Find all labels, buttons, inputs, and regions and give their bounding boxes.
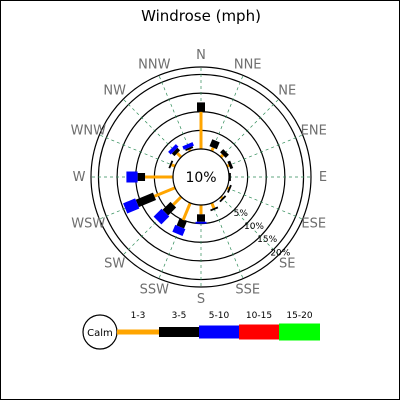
bar-wsw-3-5: [135, 192, 157, 208]
bar-ssw-1-3: [181, 202, 192, 221]
legend-label-5-10: 5-10: [209, 311, 230, 321]
bar-sse-1-3: [210, 202, 216, 209]
bar-sse-3-5: [210, 206, 219, 212]
grid-spoke-se: [220, 196, 280, 256]
direction-label-w: W: [73, 170, 86, 185]
outer-ring: [90, 66, 312, 288]
legend-label-15-20: 15-20: [286, 311, 312, 321]
bar-ssw-5-10: [172, 224, 186, 236]
bar-wsw-1-3: [153, 186, 176, 198]
chart-title: Windrose (mph): [141, 7, 261, 25]
direction-label-wsw: WSW: [71, 217, 105, 232]
bar-ne-3-5: [220, 149, 229, 158]
direction-label-nne: NNE: [234, 57, 262, 72]
bar-wnw-3-5: [168, 160, 174, 169]
bar-wsw-5-10: [123, 198, 140, 214]
direction-label-se: SE: [279, 256, 295, 271]
legend-bar-15-20: [279, 323, 320, 341]
direction-label-nnw: NNW: [138, 57, 170, 72]
grid-spoke-nnw: [158, 75, 191, 152]
ring-label-3: 15%: [257, 235, 277, 245]
legend-label-10-15: 10-15: [246, 311, 272, 321]
legend-bar-1-3: [117, 329, 159, 335]
grid-spoke-ne: [220, 98, 280, 158]
bar-ene-3-5: [227, 160, 234, 170]
center-circle: [172, 148, 230, 206]
direction-labels: N NNE NE ENE E ESE SE SSE S SSW SW WSW W WNW NW NNW: [71, 48, 328, 307]
legend-bar-3-5: [159, 327, 199, 337]
legend: Calm 1-3 3-5 5-10 10-15 15-20: [82, 311, 320, 350]
bar-ese-3-5: [227, 184, 232, 193]
direction-label-wnw: WNW: [71, 123, 107, 138]
ring-label-1: 5%: [234, 209, 249, 219]
ring-label-2: 10%: [244, 222, 264, 232]
legend-bar-10-15: [239, 324, 279, 340]
bar-nne-1-3: [210, 147, 215, 152]
grid-spoke-nw: [122, 98, 182, 158]
bar-ssw-3-5: [176, 218, 187, 229]
bar-nw-3-5: [171, 147, 181, 157]
ring-label-4: 20%: [270, 248, 290, 258]
bar-sw-5-10: [153, 208, 170, 225]
grid-spoke-sse: [211, 202, 244, 279]
direction-label-ne: NE: [278, 84, 296, 99]
grid-spoke-ene: [226, 134, 303, 167]
direction-label-s: S: [197, 292, 205, 307]
ring-labels: 5% 10% 15% 20%: [234, 209, 291, 259]
legend-bar-5-10: [199, 325, 239, 339]
bar-nw-1-3: [176, 152, 183, 159]
legend-label-3-5: 3-5: [172, 311, 187, 321]
legend-label-1-3: 1-3: [131, 311, 146, 321]
center-percent-label: 10%: [185, 170, 216, 186]
direction-label-sse: SSE: [235, 283, 260, 298]
direction-label-e: E: [319, 170, 327, 185]
direction-label-ene: ENE: [301, 123, 327, 138]
bar-nnw-3-5: [185, 146, 194, 151]
grid-spoke-wnw: [99, 134, 176, 167]
grid-spoke-nne: [211, 75, 244, 152]
direction-label-n: N: [196, 48, 206, 63]
direction-label-ssw: SSW: [140, 283, 170, 298]
bar-sw-3-5: [162, 201, 177, 216]
bar-se-3-5: [219, 195, 227, 203]
legend-calm-label: Calm: [87, 328, 113, 339]
direction-label-ese: ESE: [301, 217, 326, 232]
bar-nnw-5-10: [182, 142, 194, 150]
bar-nw-5-10: [168, 144, 179, 155]
direction-label-nw: NW: [103, 84, 126, 99]
direction-label-sw: SW: [104, 256, 125, 271]
grid-spoke-ese: [226, 187, 303, 220]
bar-nne-3-5: [209, 139, 220, 150]
rose-bars: [123, 102, 234, 236]
bar-sw-1-3: [172, 195, 183, 206]
bar-wnw-1-3: [171, 163, 176, 168]
